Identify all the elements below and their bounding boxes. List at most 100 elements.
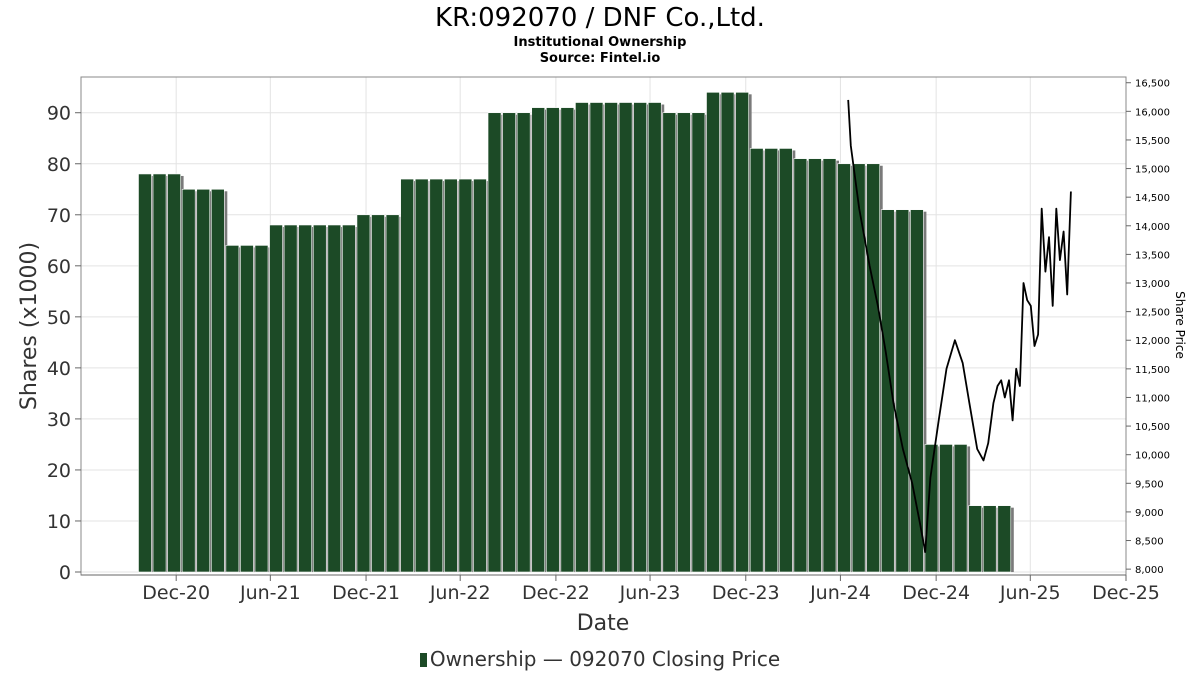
ownership-bar — [953, 444, 968, 573]
ownership-bar — [924, 444, 939, 573]
ownership-bar — [822, 158, 837, 573]
ownership-bar — [604, 102, 618, 573]
y2-tick-label: 14,000 — [1135, 222, 1170, 233]
x-tick-label: Dec-24 — [902, 582, 970, 604]
ownership-bar — [502, 112, 516, 573]
y2-tick-label: 11,000 — [1135, 393, 1170, 404]
y2-tick-label: 9,500 — [1135, 479, 1164, 490]
y-tick-label: 50 — [47, 307, 71, 329]
ownership-bar — [196, 188, 211, 573]
y2-tick-label: 15,500 — [1135, 136, 1170, 147]
y2-tick-label: 9,000 — [1135, 508, 1164, 519]
y2-tick-label: 13,500 — [1135, 250, 1170, 261]
ownership-bar — [880, 209, 895, 573]
y2-tick-label: 16,500 — [1135, 79, 1170, 90]
y-tick-label: 30 — [47, 409, 71, 431]
ownership-bar — [516, 112, 531, 573]
ownership-bar — [735, 92, 749, 573]
x-tick-label: Dec-22 — [522, 582, 590, 604]
ownership-bar — [939, 444, 953, 573]
ownership-bar — [298, 224, 312, 573]
ownership-bar — [968, 505, 982, 573]
x-axis-label: Date — [577, 611, 630, 636]
y2-tick-label: 13,000 — [1135, 279, 1170, 290]
ownership-bar — [181, 188, 196, 573]
ownership-bar — [342, 224, 356, 573]
x-tick-label: Jun-21 — [239, 582, 301, 604]
ownership-bar — [138, 173, 152, 573]
y-tick-label: 20 — [47, 460, 71, 482]
y2-tick-label: 15,000 — [1135, 165, 1170, 176]
y-tick-label: 40 — [47, 358, 71, 380]
y-axis-label: Shares (x1000) — [17, 242, 42, 410]
axis-layer: 0 10 20 30 40 50 60 70 80 90 Dec-20 Jun-21 Dec-21 Jun… — [47, 79, 1170, 604]
ownership-bar — [706, 92, 720, 573]
x-tick-label: Jun-22 — [429, 582, 491, 604]
ownership-bar — [414, 178, 429, 573]
y2-tick-label: 16,000 — [1135, 107, 1170, 118]
y-tick-label: 90 — [47, 103, 71, 125]
ownership-bar — [764, 148, 779, 573]
chart-legend: Ownership — 092070 Closing Price — [0, 647, 1200, 671]
y-tick-label: 10 — [47, 511, 71, 533]
ownership-bar — [808, 158, 822, 573]
ownership-bar — [385, 214, 400, 573]
price-legend-label: 092070 Closing Price — [569, 647, 781, 671]
ownership-bar — [327, 224, 342, 573]
y2-tick-label: 12,000 — [1135, 336, 1170, 347]
ownership-bar — [473, 178, 487, 573]
ownership-bar — [429, 178, 444, 573]
ownership-bar — [749, 148, 764, 573]
ownership-bar — [720, 92, 735, 573]
ownership-bar — [269, 224, 283, 573]
price-line — [847, 99, 1072, 553]
ownership-bar — [647, 102, 662, 573]
y2-tick-label: 8,000 — [1135, 565, 1164, 576]
price-line-layer — [847, 99, 1072, 553]
ownership-bar — [662, 112, 677, 573]
y2-tick-label: 12,500 — [1135, 308, 1170, 319]
ownership-bar — [633, 102, 647, 573]
ownership-bar — [677, 112, 691, 573]
ownership-bar — [997, 505, 1012, 573]
ownership-bar — [152, 173, 167, 573]
ownership-bar — [866, 163, 881, 573]
x-tick-label: Dec-23 — [712, 582, 780, 604]
ownership-bar — [895, 209, 910, 573]
ownership-bar — [371, 214, 385, 573]
x-tick-label: Dec-21 — [332, 582, 400, 604]
y2-tick-label: 8,500 — [1135, 537, 1164, 548]
ownership-bar — [444, 178, 458, 573]
y-tick-label: 80 — [47, 154, 71, 176]
x-tick-label: Jun-25 — [999, 582, 1061, 604]
ownership-bar — [167, 173, 181, 573]
ownership-bar — [837, 163, 851, 573]
price-legend-marker: — — [536, 647, 570, 671]
y2-axis-label: Share Price — [1173, 291, 1187, 359]
x-tick-label: Dec-25 — [1092, 582, 1160, 604]
y-tick-label: 0 — [59, 562, 71, 584]
ownership-bar — [793, 158, 808, 573]
ownership-bar — [240, 245, 254, 573]
chart-source: Source: Fintel.io — [539, 51, 661, 66]
x-tick-label: Jun-24 — [809, 582, 871, 604]
ownership-bar — [560, 107, 575, 573]
ownership-bar — [312, 224, 327, 573]
ownership-bar — [211, 188, 225, 573]
ownership-bar — [356, 214, 371, 573]
ownership-legend-swatch — [419, 653, 427, 667]
y2-tick-label: 11,500 — [1135, 365, 1170, 376]
y2-tick-label: 10,000 — [1135, 451, 1170, 462]
y2-tick-label: 14,500 — [1135, 193, 1170, 204]
ownership-bar — [910, 209, 924, 573]
bar-layer — [138, 92, 1014, 573]
y-tick-label: 60 — [47, 256, 71, 278]
x-tick-label: Dec-20 — [142, 582, 210, 604]
ownership-bar — [254, 245, 269, 573]
ownership-bar — [982, 505, 997, 573]
ownership-legend-label: Ownership — [429, 647, 537, 671]
ownership-bar — [531, 107, 546, 573]
ownership-bar — [618, 102, 633, 573]
ownership-bar — [691, 112, 706, 573]
